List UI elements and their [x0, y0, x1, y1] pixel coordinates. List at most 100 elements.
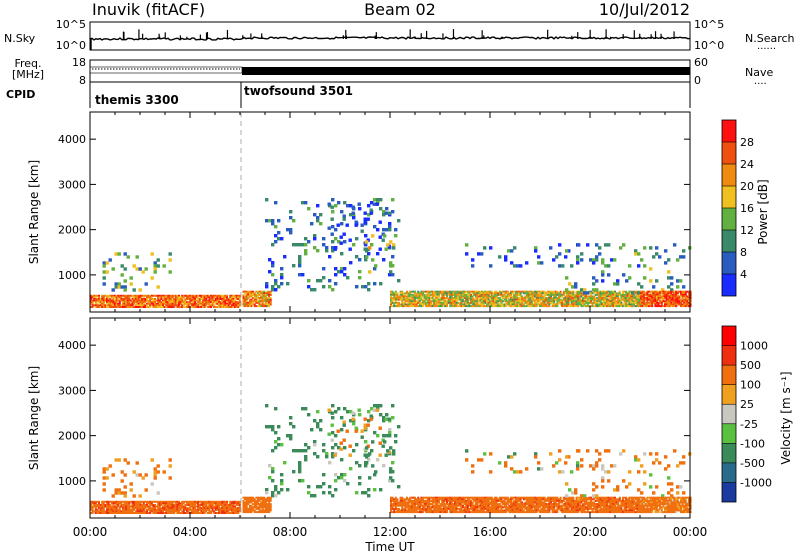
scatter-cell: [263, 504, 266, 507]
scatter-cell: [516, 303, 519, 306]
scatter-cell: [176, 500, 179, 503]
scatter-cell: [502, 295, 504, 298]
scatter-cell: [572, 293, 575, 296]
scatter-cell: [550, 290, 552, 293]
scatter-cell: [593, 295, 596, 298]
scatter-cell: [462, 292, 464, 295]
scatter-cell: [252, 293, 255, 296]
scatter-cell: [174, 299, 177, 302]
scatter-cell: [130, 306, 132, 308]
scatter-cell: [412, 305, 415, 308]
scatter-cell: [604, 499, 607, 502]
scatter-cell: [601, 503, 604, 506]
scatter-cell: [495, 301, 498, 304]
scatter-cell: [142, 306, 145, 308]
scatter-cell: [107, 504, 110, 506]
scatter-cell: [626, 305, 629, 308]
scatter-cell: [606, 301, 608, 304]
scatter-cell: [567, 496, 570, 499]
scatter-cell: [457, 498, 460, 501]
scatter-cell: [591, 295, 594, 298]
scatter-cell: [298, 255, 302, 259]
scatter-cell: [205, 301, 208, 304]
scatter-cell: [646, 295, 649, 298]
scatter-cell: [473, 498, 476, 501]
scatter-cell: [625, 301, 628, 304]
scatter-cell: [264, 298, 267, 301]
scatter-cell: [490, 498, 493, 501]
scatter-cell: [623, 301, 626, 304]
scatter-cell: [534, 498, 536, 501]
scatter-cell: [190, 302, 193, 305]
scatter-cell: [334, 237, 338, 241]
scatter-cell: [596, 297, 599, 300]
scatter-cell: [511, 295, 514, 298]
scatter-cell: [504, 258, 508, 262]
scatter-cell: [139, 306, 142, 308]
scatter-cell: [190, 504, 193, 506]
scatter-cell: [636, 501, 639, 504]
noise-left-tick-top: 10^5: [56, 18, 86, 31]
scatter-cell: [391, 298, 394, 301]
scatter-cell: [186, 306, 188, 308]
scatter-cell: [460, 293, 463, 296]
scatter-cell: [168, 270, 172, 274]
scatter-cell: [216, 296, 219, 299]
scatter-cell: [234, 512, 236, 514]
scatter-cell: [141, 304, 144, 307]
scatter-cell: [234, 302, 236, 305]
scatter-cell: [482, 290, 485, 293]
scatter-cell: [574, 503, 576, 506]
scatter-cell: [665, 303, 668, 306]
scatter-cell: [654, 303, 657, 306]
scatter-cell: [171, 302, 174, 305]
scatter-cell: [156, 258, 160, 262]
scatter-cell: [115, 510, 118, 513]
scatter-cell: [107, 502, 110, 505]
scatter-cell: [447, 498, 450, 501]
scatter-cell: [486, 295, 488, 298]
scatter-cell: [144, 488, 148, 492]
scatter-cell: [586, 303, 589, 306]
scatter-cell: [513, 264, 517, 268]
scatter-cell: [606, 496, 608, 499]
scatter-cell: [591, 301, 594, 304]
scatter-cell: [394, 300, 397, 303]
scatter-cell: [655, 252, 659, 256]
scatter-cell: [558, 252, 562, 256]
scatter-cell: [444, 496, 447, 499]
scatter-cell: [304, 407, 308, 411]
scatter-cell: [325, 246, 329, 250]
scatter-cell: [195, 508, 198, 511]
scatter-cell: [274, 282, 278, 286]
scatter-cell: [476, 303, 479, 306]
scatter-cell: [219, 508, 222, 511]
scatter-cell: [601, 270, 605, 274]
scatter-cell: [123, 491, 127, 495]
scatter-cell: [197, 502, 200, 505]
scatter-cell: [189, 302, 192, 305]
scatter-cell: [519, 300, 522, 303]
scatter-cell: [466, 496, 469, 499]
scatter-cell: [487, 501, 490, 504]
scatter-cell: [510, 249, 514, 253]
scatter-cell: [256, 295, 259, 298]
scatter-cell: [371, 464, 375, 468]
scatter-cell: [230, 504, 233, 506]
scatter-cell: [654, 292, 657, 295]
scatter-cell: [117, 306, 120, 308]
scatter-cell: [607, 293, 610, 296]
scatter-cell: [614, 498, 616, 501]
scatter-cell: [683, 293, 686, 296]
scatter-cell: [181, 304, 184, 307]
scatter-cell: [138, 294, 140, 297]
scatter-cell: [371, 234, 375, 238]
scatter-cell: [163, 500, 166, 503]
scatter-cell: [156, 491, 160, 495]
scatter-cell: [675, 305, 678, 308]
scatter-cell: [460, 303, 463, 306]
scatter-cell: [136, 504, 139, 506]
scatter-cell: [128, 298, 131, 300]
scatter-cell: [495, 496, 498, 499]
scatter-cell: [364, 440, 368, 444]
